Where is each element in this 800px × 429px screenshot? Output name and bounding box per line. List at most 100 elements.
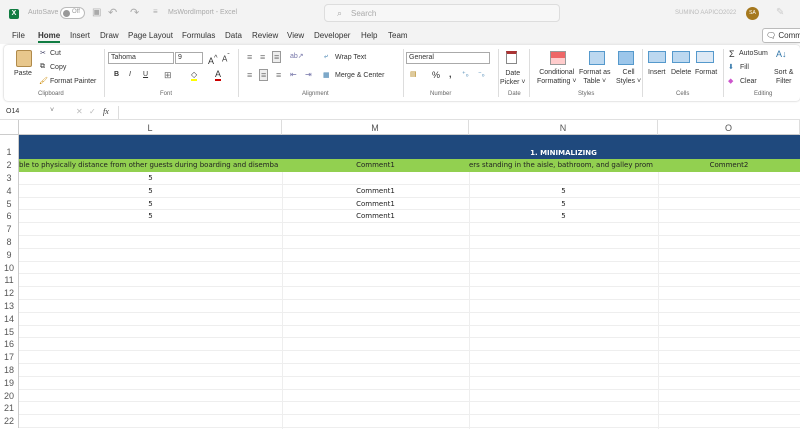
comments-button[interactable]: 🗨 Comments [762,28,800,43]
tab-data[interactable]: Data [225,31,242,40]
align-bottom-icon[interactable]: ≡ [272,51,282,63]
row-header[interactable]: 17 [0,351,19,364]
borders-icon[interactable]: ⊞ [164,70,172,80]
row-header[interactable]: 22 [0,415,19,428]
cell-M5[interactable]: Comment1 [356,199,395,208]
save-icon[interactable]: ▣ [92,7,102,18]
cell-N2[interactable]: ers standing in the aisle, bathroom, and… [469,161,654,169]
font-size-dropdown[interactable]: 9 [175,52,203,64]
tab-insert[interactable]: Insert [70,31,91,40]
name-box[interactable]: O14 [6,108,20,115]
avatar[interactable]: SA [746,7,759,20]
cell-L5[interactable]: 5 [148,199,153,208]
search-box[interactable]: ⌕ Search [324,4,560,22]
tab-formulas[interactable]: Formulas [182,31,216,40]
font-color-icon[interactable]: A [215,69,222,81]
cell-L3[interactable]: 5 [148,174,153,182]
formula-input[interactable] [118,106,800,119]
row-header[interactable]: 16 [0,338,19,352]
tab-developer[interactable]: Developer [314,31,351,40]
worksheet-grid[interactable]: L M N O 1 2 3 4 5 6 7 8 9 10 11 12 13 14 15 16 17 18 19 20 2… [0,120,800,429]
date-picker-button[interactable]: Date Picker ˅ [500,70,526,86]
autosave-toggle[interactable]: Off [60,7,85,19]
insert-button[interactable]: Insert [648,69,666,76]
row-header[interactable]: 11 [0,274,19,288]
percent-icon[interactable]: % [432,70,441,80]
increase-indent-icon[interactable]: ⇥ [305,70,312,79]
italic-button[interactable]: I [129,71,131,78]
tab-review[interactable]: Review [252,31,279,40]
cell-M4[interactable]: Comment1 [356,186,395,195]
column-header-M[interactable]: M [282,120,469,135]
tab-page-layout[interactable]: Page Layout [128,31,173,40]
row-header[interactable]: 14 [0,312,19,326]
underline-button[interactable]: U [143,71,149,78]
column-header-L[interactable]: L [19,120,282,135]
bold-button[interactable]: B [114,71,120,78]
align-center-icon[interactable]: ≡ [259,69,269,81]
column-header-O[interactable]: O [658,120,800,135]
cell-N5[interactable]: 5 [561,199,566,208]
cell-L2[interactable]: ble to physically distance from other gu… [19,161,279,169]
row-header[interactable]: 5 [0,197,19,211]
row-header[interactable]: 13 [0,300,19,313]
cut-button[interactable]: Cut [50,50,61,57]
row-header[interactable]: 8 [0,236,19,249]
format-button[interactable]: Format [695,69,718,76]
tab-team[interactable]: Team [388,31,408,40]
tab-view[interactable]: View [287,31,305,40]
row-header[interactable]: 15 [0,325,19,339]
tab-file[interactable]: File [12,31,25,40]
align-middle-icon[interactable]: ≡ [260,52,266,62]
format-painter-button[interactable]: Format Painter [50,78,97,85]
clear-button[interactable]: Clear [740,78,757,85]
conditional-formatting-button[interactable]: Conditional Formatting ˅ [537,69,577,85]
row-header[interactable]: 18 [0,364,19,377]
sort-filter-button[interactable]: Sort & Filter [774,69,794,85]
cell-N4[interactable]: 5 [561,186,566,195]
row-header[interactable]: 20 [0,389,19,403]
orientation-icon[interactable]: ab↗ [290,53,304,60]
row-header[interactable]: 10 [0,261,19,275]
cell-L6[interactable]: 5 [148,212,153,221]
tab-help[interactable]: Help [361,31,378,40]
row-header[interactable]: 1 [0,135,19,159]
column-header-N[interactable]: N [469,120,658,135]
name-box-dropdown-icon[interactable]: ˅ [50,107,55,114]
row-header[interactable]: 12 [0,287,19,300]
title-banner[interactable] [19,135,800,159]
number-format-dropdown[interactable]: General [406,52,490,64]
row-header[interactable]: 3 [0,172,19,185]
row-header[interactable]: 19 [0,376,19,390]
align-left-icon[interactable]: ≡ [247,70,253,80]
enter-icon[interactable]: ✓ [89,107,96,116]
cell-N6[interactable]: 5 [561,212,566,221]
row-header[interactable]: 21 [0,402,19,416]
paste-icon[interactable] [16,50,32,67]
increase-font-icon[interactable]: A^ [208,53,218,66]
row-header[interactable]: 4 [0,184,19,198]
tab-draw[interactable]: Draw [100,31,119,40]
align-right-icon[interactable]: ≡ [276,70,282,80]
cancel-icon[interactable]: ✕ [76,107,83,116]
fill-button[interactable]: Fill [740,64,749,71]
cell-L4[interactable]: 5 [148,186,153,195]
pen-icon[interactable]: ✎ [776,7,785,18]
row-header[interactable]: 6 [0,210,19,224]
delete-button[interactable]: Delete [671,69,692,76]
undo-icon[interactable]: ↶ [108,7,118,19]
decrease-font-icon[interactable]: Aˇ [222,53,230,64]
fill-color-icon[interactable]: ◇ [191,70,198,81]
cell-O2[interactable]: Comment2 [709,161,749,169]
insert-function-icon[interactable]: fx [103,107,109,116]
comma-style-icon[interactable]: , [449,69,452,79]
decrease-decimal-icon[interactable]: ⁻₀ [478,71,485,78]
increase-decimal-icon[interactable]: ⁺₀ [462,71,469,78]
wrap-text-button[interactable]: Wrap Text [335,54,367,61]
decrease-indent-icon[interactable]: ⇤ [290,70,297,79]
merge-center-button[interactable]: Merge & Center [335,72,385,79]
font-name-dropdown[interactable]: Tahoma [108,52,174,64]
align-top-icon[interactable]: ≡ [247,52,253,62]
customize-qat-icon[interactable]: ≡ [153,7,158,16]
row-header[interactable]: 9 [0,248,19,262]
